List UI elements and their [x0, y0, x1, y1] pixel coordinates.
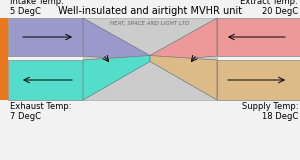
Polygon shape: [83, 18, 150, 61]
Bar: [217, 18, 300, 56]
Text: Extract Temp:
20 DegC: Extract Temp: 20 DegC: [240, 0, 298, 16]
Bar: [0, 18, 8, 100]
Polygon shape: [150, 18, 217, 61]
Text: Well-insulated and airtight MVHR unit: Well-insulated and airtight MVHR unit: [58, 6, 242, 16]
Text: Supply Temp:
18 DegC: Supply Temp: 18 DegC: [242, 102, 298, 121]
Polygon shape: [83, 56, 150, 100]
Text: HEAT, SPACE AND LIGHT LTD: HEAT, SPACE AND LIGHT LTD: [110, 21, 190, 26]
Text: Exhaust Temp:
7 DegC: Exhaust Temp: 7 DegC: [10, 102, 71, 121]
Bar: [8, 18, 83, 56]
Bar: [217, 60, 300, 100]
Text: Intake Temp:
5 DegC: Intake Temp: 5 DegC: [10, 0, 64, 16]
Bar: [83, 18, 217, 100]
Bar: [8, 60, 83, 100]
Polygon shape: [150, 56, 217, 100]
